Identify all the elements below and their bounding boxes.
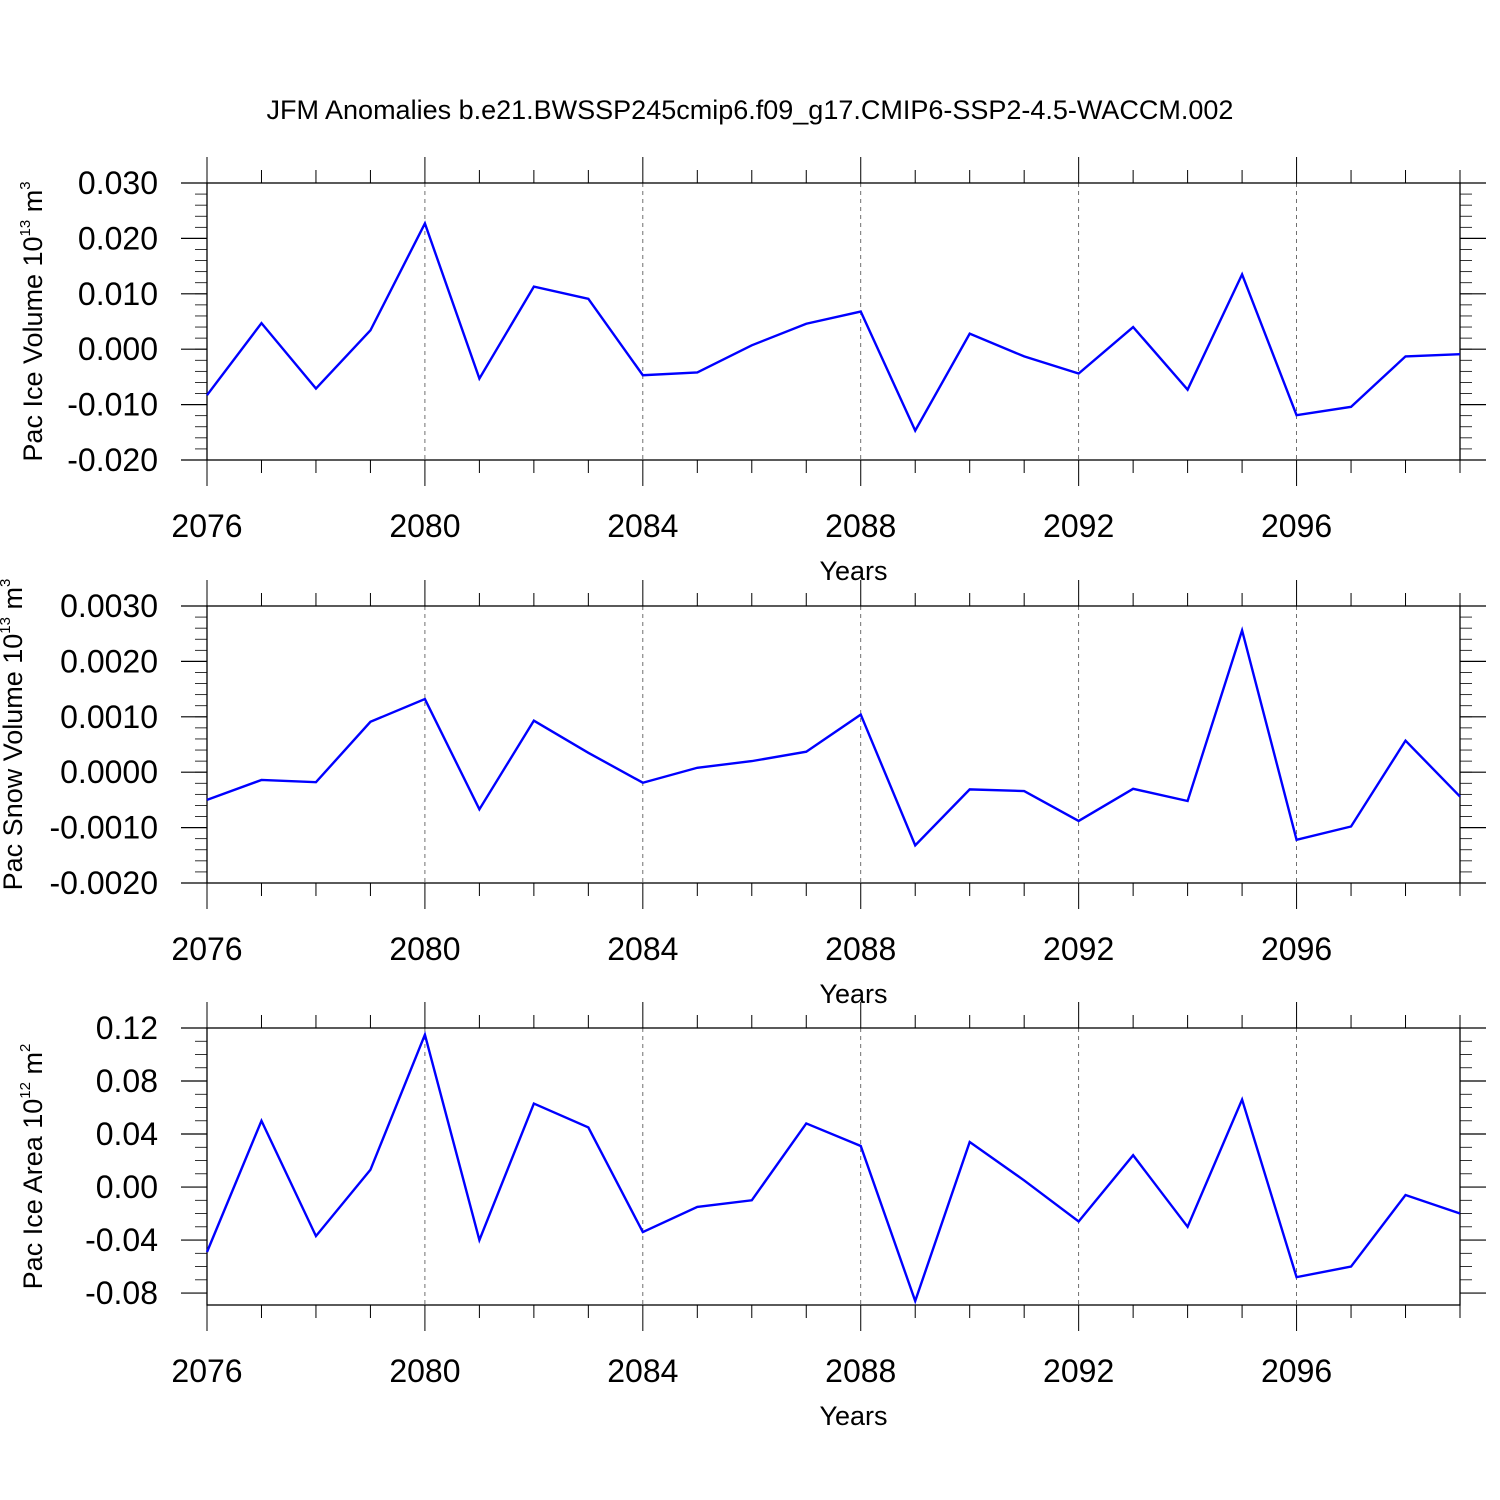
- y-label-text: Pac Ice Area 10: [18, 1099, 48, 1290]
- x-tick-label: 2096: [1261, 508, 1332, 544]
- chart-panel-3: 0.12 0.08 0.04 0.00 -0.04 -0.08 2076 2080 2084 20…: [17, 1002, 1486, 1431]
- x-tick-label: 2084: [607, 1353, 678, 1389]
- x-tick-label: 2080: [389, 931, 460, 967]
- x-tick-label: 2084: [607, 931, 678, 967]
- y-axis-label: Pac Ice Area 1012 m2: [17, 1044, 48, 1290]
- y-label-unit: m: [18, 1052, 48, 1082]
- x-tick-label: 2076: [171, 1353, 242, 1389]
- y-tick-label: 0.08: [96, 1063, 158, 1099]
- y-axis-label: Pac Snow Volume 1013 m3: [0, 579, 28, 891]
- y-tick-label: 0.030: [78, 165, 158, 201]
- y-tick-label: -0.0020: [49, 865, 158, 901]
- y-label-exponent: 13: [17, 220, 34, 237]
- y-tick-label: 0.010: [78, 276, 158, 312]
- chart-panel-1: 0.030 0.020 0.010 0.000 -0.010 -0.020 2076 2080…: [17, 157, 1486, 586]
- y-tick-label: -0.010: [67, 387, 158, 423]
- x-tick-label: 2092: [1043, 1353, 1114, 1389]
- x-tick-label: 2092: [1043, 508, 1114, 544]
- y-label-unit-exponent: 3: [17, 181, 34, 189]
- y-tick-label: -0.04: [85, 1222, 158, 1258]
- y-label-text: Pac Ice Volume 10: [18, 236, 48, 461]
- plot-frame: [206, 182, 1461, 461]
- x-tick-label: 2080: [389, 508, 460, 544]
- y-tick-label: 0.12: [96, 1010, 158, 1046]
- y-label-exponent: 12: [17, 1082, 34, 1099]
- y-tick-label: 0.020: [78, 220, 158, 256]
- y-tick-label: 0.000: [78, 331, 158, 367]
- y-tick-label: 0.0030: [60, 588, 158, 624]
- x-tick-label: 2088: [825, 508, 896, 544]
- y-label-unit-exponent: 3: [0, 579, 14, 587]
- x-axis-label: Years: [819, 556, 887, 586]
- y-tick-label: -0.0010: [49, 810, 158, 846]
- panels: 0.030 0.020 0.010 0.000 -0.010 -0.020 2076 2080…: [0, 157, 1486, 1431]
- x-tick-label: 2096: [1261, 1353, 1332, 1389]
- x-tick-label: 2088: [825, 1353, 896, 1389]
- y-axis-label: Pac Ice Volume 1013 m3: [17, 181, 48, 461]
- x-tick-label: 2080: [389, 1353, 460, 1389]
- plot-frame: [206, 605, 1461, 884]
- plot-frame: [206, 1027, 1461, 1306]
- y-label-unit-exponent: 2: [17, 1044, 34, 1052]
- x-axis-label: Years: [819, 979, 887, 1009]
- x-tick-label: 2076: [171, 931, 242, 967]
- y-tick-label: 0.0020: [60, 643, 158, 679]
- y-label-unit: m: [18, 190, 48, 220]
- y-tick-label: 0.0010: [60, 699, 158, 735]
- y-tick-label: 0.0000: [60, 754, 158, 790]
- y-tick-label: 0.00: [96, 1169, 158, 1205]
- figure-title: JFM Anomalies b.e21.BWSSP245cmip6.f09_g1…: [267, 95, 1234, 125]
- y-label-unit: m: [0, 587, 28, 617]
- series-line: [205, 1030, 1461, 1305]
- x-tick-label: 2076: [171, 508, 242, 544]
- y-label-exponent: 13: [0, 617, 14, 634]
- x-axis-label: Years: [819, 1401, 887, 1431]
- x-tick-label: 2092: [1043, 931, 1114, 967]
- series-line: [206, 626, 1461, 848]
- y-label-text: Pac Snow Volume 10: [0, 634, 28, 891]
- y-tick-label: 0.04: [96, 1116, 158, 1152]
- x-tick-label: 2084: [607, 508, 678, 544]
- y-tick-label: -0.08: [85, 1275, 158, 1311]
- chart-panel-2: 0.0030 0.0020 0.0010 0.0000 -0.0010 -0.0020 20…: [0, 579, 1486, 1009]
- y-tick-label: -0.020: [67, 442, 158, 478]
- series-line: [206, 220, 1461, 434]
- x-tick-label: 2088: [825, 931, 896, 967]
- x-tick-label: 2096: [1261, 931, 1332, 967]
